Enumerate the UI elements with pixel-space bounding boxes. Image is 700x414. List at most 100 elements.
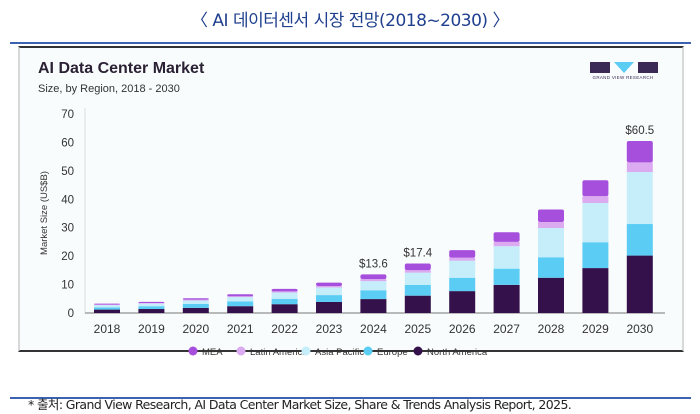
legend-swatch-mea [188,346,198,356]
bar-segment-asia-pacific-2018 [94,305,120,308]
bar-segment-mea-2024 [360,274,387,280]
bar-segment-asia-pacific-2027 [493,246,520,269]
y-tick-label: 30 [61,223,74,235]
bar-segment-latin-america-2022 [271,291,298,293]
bar-segment-north-america-2019 [138,309,165,313]
y-tick-label: 70 [61,109,74,121]
bar-segment-latin-america-2030 [626,162,653,172]
page-title: 〈 AI 데이터센서 시장 전망(2018~2030) 〉 [191,11,509,31]
bar-segment-europe-2025 [404,284,431,296]
legend-swatch-north-america [413,346,423,356]
y-axis-label: Market Size (US$B) [39,171,50,255]
x-tick-label: 2020 [182,322,209,336]
bar-segment-asia-pacific-2025 [404,272,431,285]
bar-segment-latin-america-2024 [360,279,387,282]
y-tick-label: 20 [61,251,74,263]
legend-label: Asia Pacific [315,347,364,358]
x-tick-label: 2018 [94,322,121,336]
y-tick-label: 50 [61,166,74,178]
bar-segment-europe-2019 [138,306,165,310]
bar-segment-north-america-2018 [94,309,120,313]
legend-swatch-europe [363,346,373,356]
bar-segment-north-america-2023 [316,301,342,313]
source-footnote: * 출처: Grand View Research, AI Data Cente… [28,397,572,412]
top-divider [10,42,691,44]
bar-segment-europe-2021 [227,301,254,307]
bar-segment-latin-america-2020 [182,299,209,301]
bar-segment-mea-2025 [404,263,431,271]
x-tick-label: 2025 [404,322,431,336]
bar-segment-mea-2019 [138,301,165,304]
bar-segment-asia-pacific-2021 [227,297,254,302]
bar-segment-mea-2023 [316,282,342,286]
bar-segment-north-america-2026 [449,291,476,313]
bar-segment-mea-2018 [94,303,120,305]
bar-segment-asia-pacific-2024 [360,281,387,291]
x-tick-label: 2028 [538,322,565,336]
bar-segment-asia-pacific-2022 [271,292,298,299]
bar-segment-europe-2023 [316,295,342,302]
legend-label: North America [427,347,488,358]
grand-view-research-logo [590,62,658,73]
logo-text: GRAND VIEW RESEARCH [592,75,654,80]
bar-segment-asia-pacific-2028 [538,227,564,258]
bar-segment-europe-2022 [271,298,298,305]
x-tick-label: 2023 [316,322,343,336]
bar-segment-europe-2029 [582,242,609,269]
bar-segment-asia-pacific-2030 [626,171,653,225]
bar-segment-mea-2021 [227,294,254,297]
bar-segment-north-america-2028 [538,277,564,313]
bar-segment-mea-2026 [449,250,476,258]
bar-segment-north-america-2020 [182,307,209,313]
bar-segment-mea-2027 [493,232,520,242]
bar-segment-latin-america-2026 [449,257,476,261]
y-tick-label: 10 [61,280,74,292]
bar-segment-europe-2030 [626,224,653,256]
total-data-label: $60.5 [625,125,654,137]
y-tick-label: 0 [68,308,74,320]
bottom-divider [10,397,691,399]
bar-segment-asia-pacific-2019 [138,303,165,307]
x-tick-label: 2029 [582,322,609,336]
bar-segment-mea-2030 [626,141,653,163]
bar-segment-north-america-2030 [626,255,653,313]
legend-label: MEA [202,347,223,358]
bar-segment-mea-2020 [182,298,209,300]
bar-segment-north-america-2025 [404,295,431,313]
bar-segment-north-america-2021 [227,306,254,313]
bar-segment-latin-america-2023 [316,285,342,288]
bar-segment-mea-2022 [271,288,298,292]
bar-segment-europe-2020 [182,303,209,308]
y-tick-label: 60 [61,137,74,149]
legend-swatch-latin-america [236,346,246,356]
legend-label: Europe [377,347,408,358]
bar-segment-asia-pacific-2029 [582,202,609,243]
bar-segment-latin-america-2019 [138,303,165,304]
bar-segment-europe-2026 [449,277,476,292]
bar-segment-asia-pacific-2020 [182,300,209,304]
bar-segment-latin-america-2025 [404,270,431,273]
bar-segment-mea-2029 [582,180,609,197]
bar-segment-north-america-2027 [493,284,520,313]
y-tick-label: 40 [61,194,74,206]
bar-segment-latin-america-2021 [227,296,254,298]
legend-swatch-asia-pacific [301,346,311,356]
legend-label: Latin America [250,347,308,358]
bar-segment-latin-america-2018 [94,304,120,306]
x-tick-label: 2019 [138,322,165,336]
chart-title: AI Data Center Market [38,60,205,77]
bar-segment-north-america-2022 [271,304,298,313]
bar-segment-europe-2018 [94,307,120,310]
bar-segment-latin-america-2029 [582,196,609,203]
total-data-label: $13.6 [359,258,388,270]
chart-subtitle: Size, by Region, 2018 - 2030 [38,83,180,95]
x-tick-label: 2026 [449,322,476,336]
bar-segment-north-america-2024 [360,299,387,313]
x-tick-label: 2021 [227,322,254,336]
total-data-label: $17.4 [403,248,432,260]
bar-segment-europe-2024 [360,290,387,300]
x-tick-label: 2022 [271,322,298,336]
bar-segment-mea-2028 [538,209,564,223]
x-tick-label: 2030 [626,322,653,336]
